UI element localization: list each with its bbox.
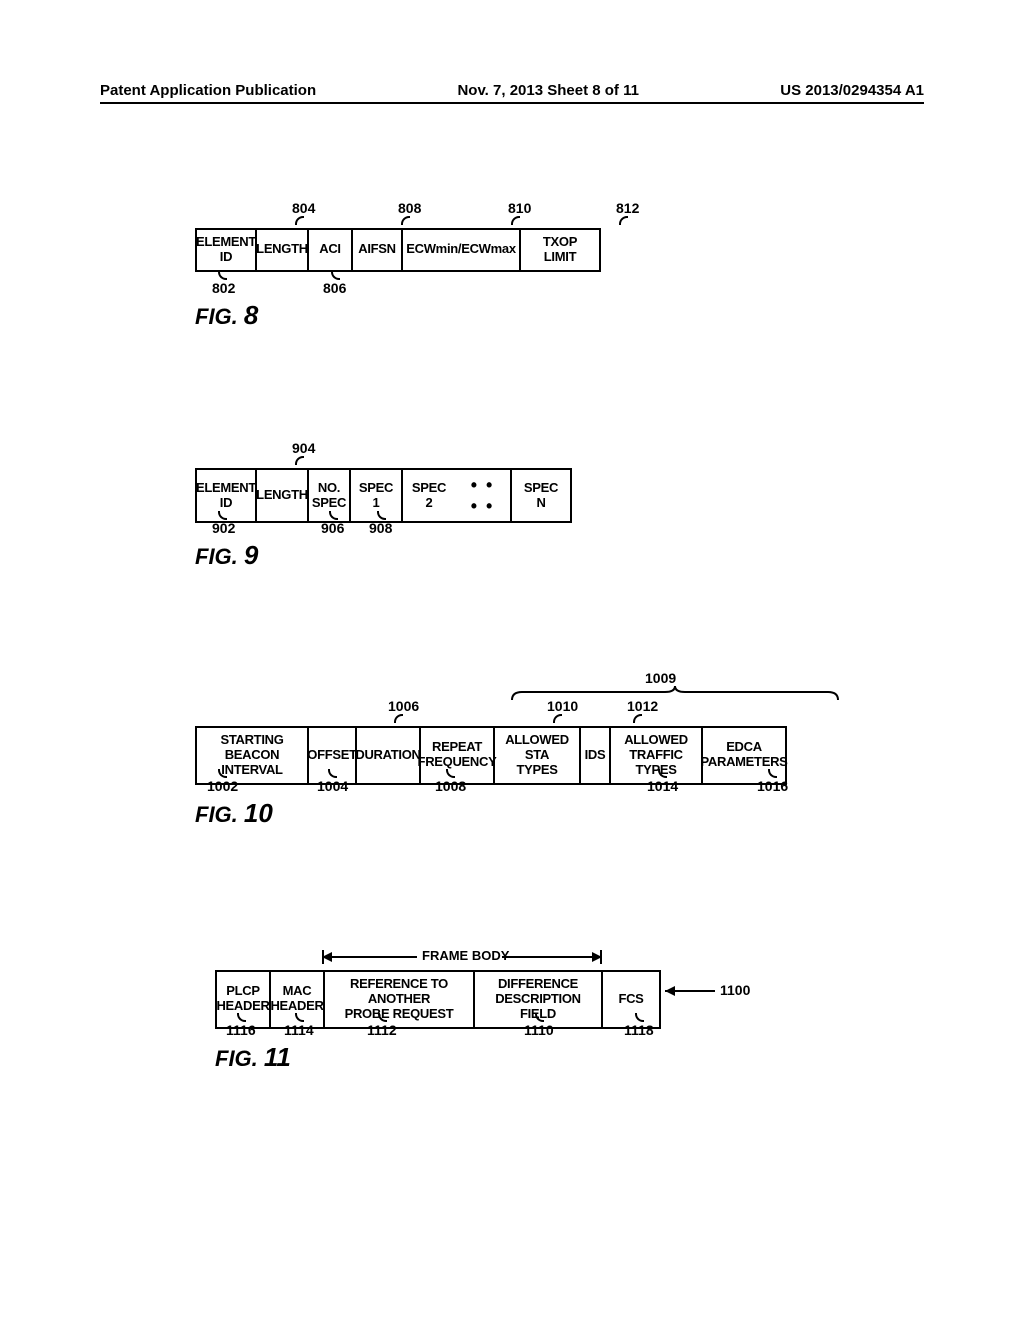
- cell: REFERENCE TO ANOTHERPROBE REQUEST: [325, 972, 475, 1027]
- cell: AIFSN: [353, 230, 403, 270]
- fig10-row: STARTING BEACONINTERVAL OFFSET DURATION …: [195, 726, 787, 785]
- cell: TXOP LIMIT: [521, 230, 599, 270]
- ref-1100: 1100: [720, 982, 750, 998]
- leader-icon: [619, 216, 628, 225]
- ref-1006: 1006: [388, 698, 419, 714]
- fig9-title: FIG. 9: [195, 540, 258, 571]
- header-rule: [100, 102, 924, 104]
- ref-812: 812: [616, 200, 639, 216]
- figure-8: 804 808 810 812 ELEMENTID LENGTH ACI AIF…: [195, 200, 601, 272]
- header-center: Nov. 7, 2013 Sheet 8 of 11: [457, 82, 638, 99]
- ref-806: 806: [323, 280, 346, 296]
- cell: SPEC 2: [403, 470, 455, 521]
- ref-810: 810: [508, 200, 531, 216]
- cell: DURATION: [357, 728, 421, 783]
- cell: LENGTH: [257, 230, 309, 270]
- fig8-row: ELEMENTID LENGTH ACI AIFSN ECWmin/ECWmax…: [195, 228, 601, 272]
- leader-icon: [218, 271, 227, 280]
- ref-906: 906: [321, 520, 344, 536]
- figure-9: 904 ELEMENTID LENGTH NO.SPEC SPEC 1 SPEC…: [195, 440, 572, 523]
- cell: LENGTH: [257, 470, 309, 521]
- ref-1010: 1010: [547, 698, 578, 714]
- ref-1004: 1004: [317, 778, 348, 794]
- pointer-line: [665, 990, 715, 992]
- leader-icon: [295, 456, 304, 465]
- leader-icon: [295, 216, 304, 225]
- ref-802: 802: [212, 280, 235, 296]
- leader-icon: [394, 714, 403, 723]
- figure-11: FRAME BODY PLCPHEADER MACHEADER REFERENC…: [215, 940, 661, 1029]
- cell: ALLOWEDTRAFFIC TYPES: [611, 728, 703, 783]
- ref-1114: 1114: [284, 1022, 314, 1038]
- fig10-title: FIG. 10: [195, 798, 273, 829]
- page-header: Patent Application Publication Nov. 7, 2…: [0, 82, 1024, 99]
- ref-904: 904: [292, 440, 315, 456]
- ref-1016: 1016: [757, 778, 788, 794]
- cell: ECWmin/ECWmax: [403, 230, 521, 270]
- fig11-row: PLCPHEADER MACHEADER REFERENCE TO ANOTHE…: [215, 970, 661, 1029]
- header-left: Patent Application Publication: [100, 82, 316, 99]
- ref-1014: 1014: [647, 778, 678, 794]
- cell: FCS: [603, 972, 659, 1027]
- ref-1110: 1110: [524, 1022, 554, 1038]
- cell: ALLOWED STATYPES: [495, 728, 581, 783]
- frame-body-label: FRAME BODY: [422, 948, 509, 963]
- ref-1112: 1112: [367, 1022, 397, 1038]
- cell: ACI: [309, 230, 353, 270]
- ref-1002: 1002: [207, 778, 238, 794]
- leader-icon: [633, 714, 642, 723]
- leader-icon: [553, 714, 562, 723]
- ref-902: 902: [212, 520, 235, 536]
- fig11-title: FIG. 11: [215, 1042, 291, 1073]
- fig8-title: FIG. 8: [195, 300, 258, 331]
- cell: IDS: [581, 728, 611, 783]
- cell: ELEMENTID: [197, 470, 257, 521]
- ref-1008: 1008: [435, 778, 466, 794]
- ref-1118: 1118: [624, 1022, 654, 1038]
- header-right: US 2013/0294354 A1: [780, 82, 924, 99]
- ref-1116: 1116: [226, 1022, 256, 1038]
- figure-10: 1009 1006 1010 1012 STARTING BEACONINTER…: [195, 670, 787, 785]
- leader-icon: [511, 216, 520, 225]
- cell: SPEC N: [510, 470, 570, 521]
- cell: STARTING BEACONINTERVAL: [197, 728, 309, 783]
- cell: ELEMENTID: [197, 230, 257, 270]
- dots: • • • •: [455, 470, 510, 521]
- ref-908: 908: [369, 520, 392, 536]
- leader-icon: [401, 216, 410, 225]
- cell: REPEATFREQUENCY: [421, 728, 495, 783]
- leader-icon: [331, 271, 340, 280]
- ref-808: 808: [398, 200, 421, 216]
- ref-1012: 1012: [627, 698, 658, 714]
- ref-804: 804: [292, 200, 315, 216]
